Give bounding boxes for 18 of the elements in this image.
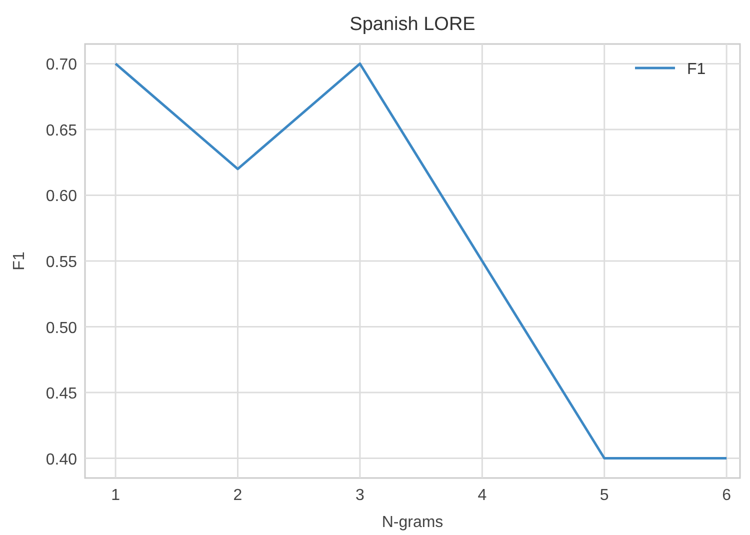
x-tick-label: 5 <box>600 487 609 504</box>
x-tick-label: 3 <box>356 487 364 504</box>
chart-title: Spanish LORE <box>350 14 476 35</box>
y-tick-label: 0.65 <box>46 122 78 140</box>
x-tick-label: 2 <box>233 487 242 504</box>
y-axis-title: F1 <box>11 252 28 270</box>
x-axis-title: N-grams <box>382 514 444 531</box>
y-tick-label: 0.70 <box>46 56 78 74</box>
x-tick-label: 4 <box>478 487 487 504</box>
y-tick-label: 0.60 <box>46 188 78 206</box>
x-tick-label: 1 <box>111 487 120 504</box>
line-series <box>114 62 728 460</box>
y-tick-label: 0.50 <box>46 320 78 337</box>
y-tick-label: 0.40 <box>46 451 78 468</box>
legend-label: F1 <box>687 61 706 78</box>
y-tick-label: 0.45 <box>46 386 78 403</box>
x-tick-label: 6 <box>722 487 732 504</box>
y-tick-label: 0.55 <box>46 254 78 271</box>
